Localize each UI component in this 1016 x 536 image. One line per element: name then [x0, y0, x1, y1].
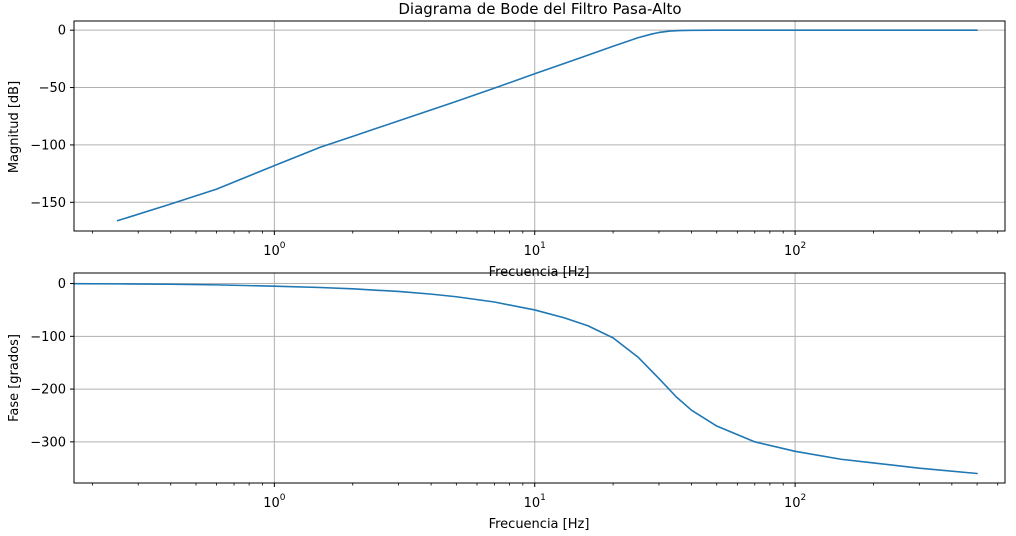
phase-y-tick-label: 0: [58, 277, 66, 292]
chart-title: Diagrama de Bode del Filtro Pasa-Alto: [398, 0, 681, 18]
phase-y-tick-label: −200: [30, 383, 66, 398]
magnitude-y-tick-label: −50: [39, 81, 66, 96]
magnitude-x-tick-label: 102: [784, 241, 806, 259]
phase-plot: 0 −100 −200 −300 100 101 102 Frecuencia [Hz] F…: [7, 272, 1006, 532]
magnitude-series: [116, 29, 978, 222]
phase-x-tick-label: 101: [524, 493, 546, 511]
magnitude-x-tick-label: 100: [263, 241, 286, 259]
magnitude-axes-frame: [73, 20, 1006, 232]
phase-y-tick-label: −300: [30, 435, 66, 450]
magnitude-y-tick-label: −100: [30, 138, 66, 153]
phase-series-line: [73, 282, 978, 475]
phase-x-tick-label: 100: [263, 493, 286, 511]
magnitude-series-line: [116, 29, 978, 222]
phase-y-tick-label: −100: [30, 330, 66, 345]
phase-grid: [74, 273, 1005, 483]
phase-axes-frame: [73, 272, 1006, 484]
magnitude-y-tick-label: −150: [30, 196, 66, 211]
magnitude-y-tick-label: 0: [58, 24, 66, 39]
phase-series: [73, 282, 978, 475]
magnitude-x-tick-label: 101: [524, 241, 546, 259]
phase-x-tick-label: 102: [784, 493, 806, 511]
phase-x-label: Frecuencia [Hz]: [489, 517, 590, 532]
phase-y-label: Fase [grados]: [7, 334, 22, 422]
magnitude-ticks: 0 −50 −100 −150 100 101 102: [30, 24, 999, 259]
magnitude-y-label: Magnitud [dB]: [7, 81, 22, 173]
phase-ticks: 0 −100 −200 −300 100 101 102: [30, 277, 999, 511]
